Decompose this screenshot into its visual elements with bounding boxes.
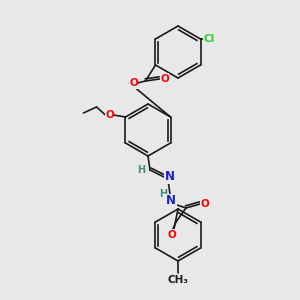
Text: O: O [168,230,176,240]
Text: N: N [166,194,176,208]
Text: Cl: Cl [204,34,215,44]
Text: O: O [105,110,114,120]
Text: CH₃: CH₃ [167,275,188,285]
Text: H: H [159,189,167,199]
Text: O: O [129,78,138,88]
Text: N: N [165,170,175,184]
Text: H: H [137,165,145,175]
Text: O: O [160,74,169,84]
Text: O: O [201,199,209,209]
